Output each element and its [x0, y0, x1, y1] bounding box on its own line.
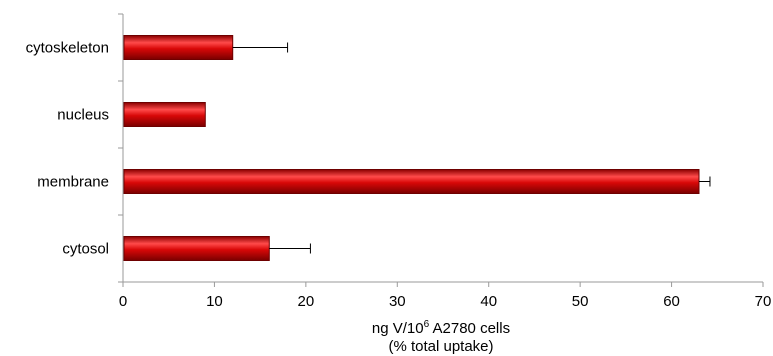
x-tick-label: 60	[663, 293, 680, 310]
bar-nucleus	[123, 102, 206, 127]
x-tick-label: 50	[572, 293, 589, 310]
x-tick-labels: 0 10 20 30 40 50 60 70	[119, 293, 772, 310]
category-labels: cytoskeleton nucleus membrane cytosol	[26, 40, 109, 258]
category-label-membrane: membrane	[37, 174, 109, 191]
category-label-nucleus: nucleus	[57, 107, 109, 124]
bar-cytoskeleton	[123, 35, 234, 60]
category-label-cytosol: cytosol	[62, 241, 109, 258]
x-tick-label: 0	[119, 293, 127, 310]
x-tick-label: 10	[206, 293, 223, 310]
x-axis-subtitle: (% total uptake)	[388, 338, 493, 355]
x-tick-label: 70	[755, 293, 772, 310]
category-label-cytoskeleton: cytoskeleton	[26, 40, 109, 57]
x-tick-label: 20	[298, 293, 315, 310]
bar-membrane	[123, 169, 700, 194]
bar-cytosol	[123, 236, 270, 261]
x-axis-title-prefix: ng V/10	[372, 320, 424, 337]
x-tick-label: 30	[389, 293, 406, 310]
x-axis-title-suffix: A2780 cells	[429, 320, 510, 337]
bars	[123, 35, 711, 261]
axes	[118, 13, 764, 287]
x-axis-title-superscript: 6	[424, 319, 430, 330]
x-axis-title: ng V/106 A2780 cells	[372, 319, 510, 337]
x-tick-label: 40	[480, 293, 497, 310]
